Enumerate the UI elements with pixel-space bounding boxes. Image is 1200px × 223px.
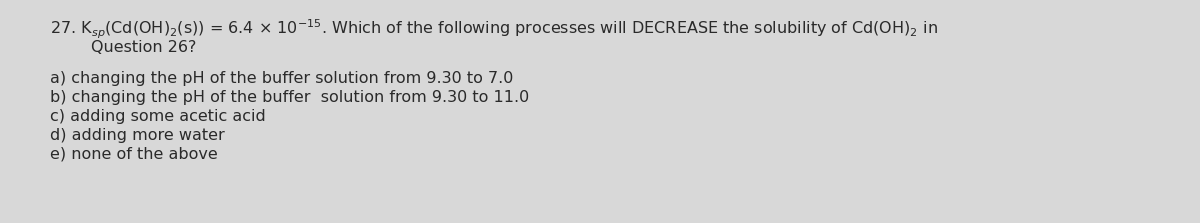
Text: b) changing the pH of the buffer  solution from 9.30 to 11.0: b) changing the pH of the buffer solutio… <box>50 90 529 105</box>
Text: c) adding some acetic acid: c) adding some acetic acid <box>50 109 265 124</box>
Text: 27. K$_{sp}$(Cd(OH)$_2$(s)) = 6.4 × 10$^{-15}$. Which of the following processes: 27. K$_{sp}$(Cd(OH)$_2$(s)) = 6.4 × 10$^… <box>50 18 938 41</box>
Text: Question 26?: Question 26? <box>50 40 197 55</box>
Text: a) changing the pH of the buffer solution from 9.30 to 7.0: a) changing the pH of the buffer solutio… <box>50 71 514 86</box>
Text: d) adding more water: d) adding more water <box>50 128 224 143</box>
Text: e) none of the above: e) none of the above <box>50 147 217 162</box>
